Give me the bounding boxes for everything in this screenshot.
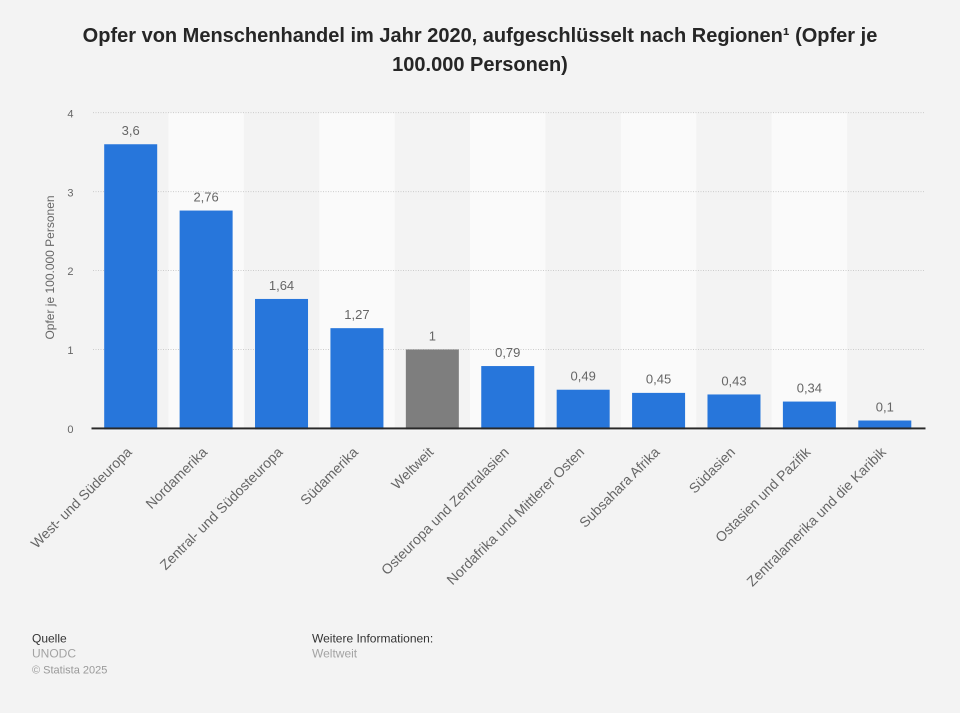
svg-text:Opfer von Menschenhandel im Ja: Opfer von Menschenhandel im Jahr 2020, a… — [83, 25, 878, 47]
svg-text:1: 1 — [67, 345, 73, 357]
svg-text:0,79: 0,79 — [495, 345, 520, 360]
svg-text:Weltweit: Weltweit — [312, 646, 358, 660]
svg-text:3: 3 — [67, 187, 73, 199]
svg-text:0,1: 0,1 — [876, 399, 894, 414]
svg-text:2: 2 — [67, 266, 73, 278]
svg-text:4: 4 — [67, 108, 73, 120]
svg-text:0,43: 0,43 — [721, 373, 746, 388]
svg-text:1,27: 1,27 — [344, 307, 369, 322]
svg-text:1: 1 — [429, 328, 436, 343]
svg-text:Opfer je 100.000 Personen: Opfer je 100.000 Personen — [43, 195, 57, 339]
svg-text:0,49: 0,49 — [571, 369, 596, 384]
svg-text:Weitere Informationen:: Weitere Informationen: — [312, 632, 433, 646]
svg-text:1,64: 1,64 — [269, 278, 294, 293]
svg-text:2,76: 2,76 — [193, 189, 218, 204]
svg-text:UNODC: UNODC — [32, 646, 76, 660]
svg-text:3,6: 3,6 — [122, 123, 140, 138]
svg-text:Quelle: Quelle — [32, 632, 67, 646]
svg-text:100.000 Personen): 100.000 Personen) — [392, 54, 568, 76]
svg-text:0: 0 — [67, 424, 73, 436]
svg-text:0,45: 0,45 — [646, 372, 671, 387]
svg-text:© Statista 2025: © Statista 2025 — [32, 664, 107, 676]
svg-text:0,34: 0,34 — [797, 380, 822, 395]
